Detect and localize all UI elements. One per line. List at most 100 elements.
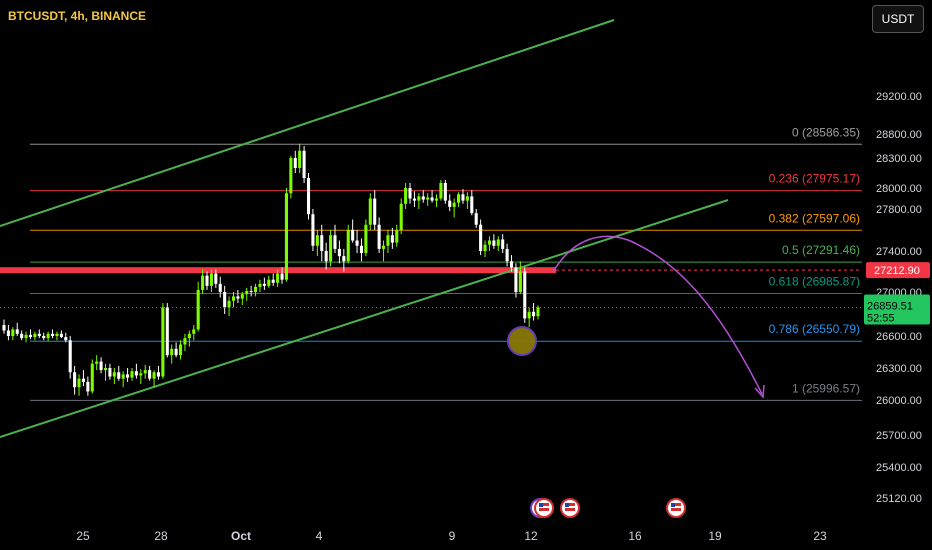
candle-body xyxy=(165,307,169,356)
candle-body xyxy=(183,338,187,345)
flag-stripe xyxy=(565,508,575,511)
candle-body xyxy=(457,194,461,203)
us-event-icon[interactable] xyxy=(560,498,580,518)
candle-body xyxy=(417,196,421,201)
flag-stripe xyxy=(671,503,681,506)
time-tick-label: 19 xyxy=(708,529,722,543)
ascending-channel[interactable] xyxy=(0,19,729,438)
candle-body xyxy=(368,198,372,225)
fib-label-0.786: 0.786 (26550.79) xyxy=(769,322,860,336)
candle-body xyxy=(11,329,15,336)
candle-body xyxy=(536,307,540,317)
price-tick-label: 25400.00 xyxy=(876,462,922,474)
candle-body xyxy=(126,374,130,378)
candle-body xyxy=(408,188,412,199)
candle-body xyxy=(293,158,297,168)
candle-body xyxy=(390,235,394,243)
candle-body xyxy=(170,348,174,356)
price-tick-label: 28000.00 xyxy=(876,183,922,195)
us-event-icon[interactable] xyxy=(534,498,554,518)
candle-body xyxy=(514,267,518,292)
candle-body xyxy=(342,256,346,262)
candle-body xyxy=(483,244,487,251)
flag-canton xyxy=(539,503,543,507)
candle-body xyxy=(337,248,341,257)
price-tick-label: 29200.00 xyxy=(876,91,922,103)
candle-body xyxy=(156,372,161,377)
candle-body xyxy=(465,196,469,201)
candle-body xyxy=(37,333,41,336)
price-tick-label: 25120.00 xyxy=(876,493,922,505)
candle-body xyxy=(258,283,262,287)
countdown-tag-text: 52:55 xyxy=(867,312,895,324)
candle-body xyxy=(262,283,266,286)
time-axis[interactable]: 25 28 Oct 4 9 12 16 19 23 xyxy=(76,529,827,543)
candle-body xyxy=(2,325,6,331)
price-tick-label: 25700.00 xyxy=(876,430,922,442)
candle-body xyxy=(254,286,258,292)
target-circle xyxy=(507,326,537,356)
fib-label-0.5: 0.5 (27291.46) xyxy=(782,243,860,257)
us-event-icon[interactable] xyxy=(666,498,686,518)
price-tick-label: 26300.00 xyxy=(876,363,922,375)
flag-canton xyxy=(671,503,675,507)
candle-body xyxy=(461,194,465,201)
candle-body xyxy=(178,344,183,356)
flag-stripe xyxy=(539,503,549,506)
candle-body xyxy=(192,329,196,334)
candle-body xyxy=(284,193,288,280)
price-tick-label: 28800.00 xyxy=(876,129,922,141)
candle-body xyxy=(86,381,90,392)
currency-button[interactable]: USDT xyxy=(872,5,924,33)
candle-body xyxy=(121,374,125,379)
current-price-tag xyxy=(864,294,930,325)
candle-body xyxy=(20,333,24,339)
flag-stripe xyxy=(565,503,575,506)
fib-label-0: 0 (28586.35) xyxy=(792,125,860,139)
projection-arrow[interactable] xyxy=(507,235,765,399)
candle-body xyxy=(320,235,324,251)
candle-body xyxy=(364,224,368,254)
price-tick-label: 27800.00 xyxy=(876,204,922,216)
time-tick-label: Oct xyxy=(231,529,251,543)
candle-body xyxy=(351,230,355,241)
candle-body xyxy=(302,150,306,178)
candle-body xyxy=(77,378,81,388)
candle-body xyxy=(315,235,319,246)
candle-body xyxy=(152,372,156,379)
candle-body xyxy=(509,261,514,268)
price-tick-label: 27400.00 xyxy=(876,246,922,258)
candle-body xyxy=(412,198,416,201)
fibonacci-retracement[interactable]: 0 (28586.35) 0.236 (27975.17) 0.382 (27597… xyxy=(30,125,862,401)
fib-label-0.236: 0.236 (27975.17) xyxy=(769,172,860,186)
candle-body xyxy=(227,300,231,308)
price-axis[interactable]: 29200.00 28800.00 28300.00 28000.00 27800.00… xyxy=(864,0,932,550)
resistance-price-tag-text: 27212.90 xyxy=(874,265,920,277)
candle-body xyxy=(214,273,218,284)
candle-body xyxy=(81,378,85,382)
time-tick-label: 9 xyxy=(449,529,456,543)
candle-body xyxy=(280,273,284,280)
candle-body xyxy=(112,372,116,377)
candle-body xyxy=(240,294,244,299)
candle-body xyxy=(130,371,134,378)
resistance-line[interactable] xyxy=(0,267,862,274)
candle-body xyxy=(518,271,522,292)
candle-body xyxy=(386,235,390,246)
price-tick-label: 28300.00 xyxy=(876,153,922,165)
candle-body xyxy=(99,361,103,371)
candle-body xyxy=(68,340,72,373)
candle-body xyxy=(470,196,474,214)
candle-body xyxy=(355,240,359,246)
ticker-label: BTCUSDT, 4h, BINANCE xyxy=(8,9,147,23)
candle-body xyxy=(373,198,377,225)
candle-body xyxy=(108,368,112,377)
candle-body xyxy=(90,363,94,392)
candle-body xyxy=(404,188,408,204)
candle-body xyxy=(474,213,478,225)
candle-body xyxy=(187,333,191,339)
event-icons[interactable] xyxy=(530,498,686,518)
projection-curve xyxy=(552,235,763,395)
candle-body xyxy=(421,196,425,200)
